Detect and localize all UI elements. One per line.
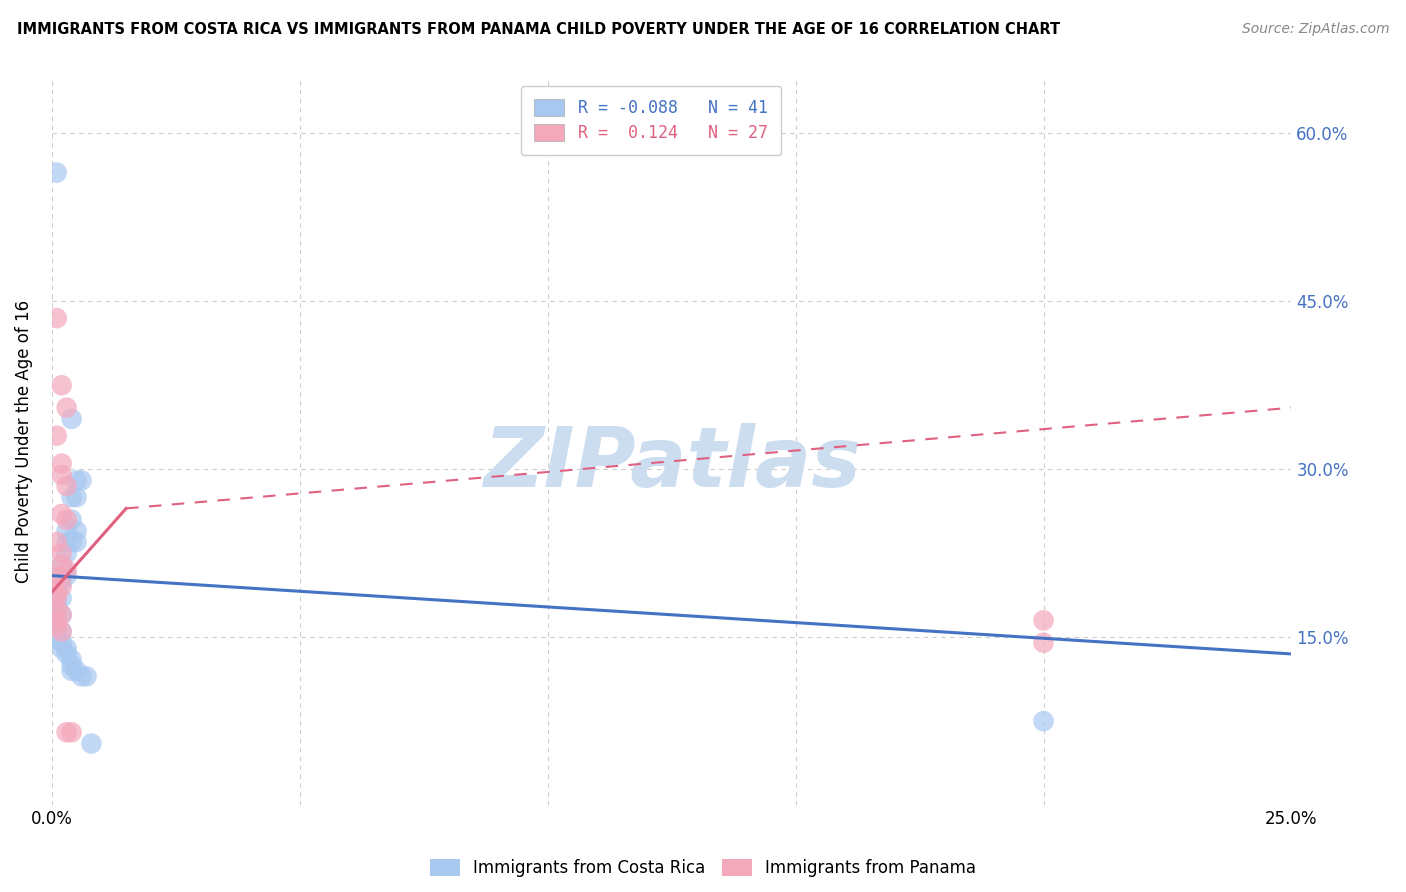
Point [65, 524, 87, 538]
Point [45, 428, 67, 442]
Point [45, 607, 67, 622]
Point [65, 490, 87, 504]
Point [55, 535, 77, 549]
Legend: Immigrants from Costa Rica, Immigrants from Panama: Immigrants from Costa Rica, Immigrants f… [423, 852, 983, 884]
Point [45, 591, 67, 605]
Point [51, 546, 73, 560]
Point [51, 624, 73, 639]
Point [60, 652, 83, 666]
Point [1032, 714, 1054, 728]
Point [80, 737, 103, 751]
Point [55, 647, 77, 661]
Text: ZIPatlas: ZIPatlas [482, 423, 860, 504]
Point [51, 636, 73, 650]
Point [55, 524, 77, 538]
Point [51, 574, 73, 589]
Text: Source: ZipAtlas.com: Source: ZipAtlas.com [1241, 22, 1389, 37]
Legend: R = -0.088   N = 41, R =  0.124   N = 27: R = -0.088 N = 41, R = 0.124 N = 27 [522, 86, 782, 155]
Point [45, 602, 67, 616]
Point [51, 580, 73, 594]
Point [51, 558, 73, 572]
Point [65, 664, 87, 678]
Point [51, 378, 73, 392]
Point [45, 602, 67, 616]
Point [60, 725, 83, 739]
Point [55, 479, 77, 493]
Point [45, 568, 67, 582]
Text: IMMIGRANTS FROM COSTA RICA VS IMMIGRANTS FROM PANAMA CHILD POVERTY UNDER THE AGE: IMMIGRANTS FROM COSTA RICA VS IMMIGRANTS… [17, 22, 1060, 37]
Point [45, 580, 67, 594]
Point [75, 669, 97, 683]
Point [51, 507, 73, 521]
Point [60, 490, 83, 504]
Point [51, 641, 73, 656]
Point [51, 558, 73, 572]
Point [45, 630, 67, 644]
Point [65, 535, 87, 549]
Point [55, 725, 77, 739]
Point [55, 513, 77, 527]
Point [51, 624, 73, 639]
Point [45, 619, 67, 633]
Point [60, 664, 83, 678]
Point [1032, 613, 1054, 627]
Point [60, 513, 83, 527]
Point [51, 607, 73, 622]
Y-axis label: Child Poverty Under the Age of 16: Child Poverty Under the Age of 16 [15, 300, 32, 582]
Point [60, 535, 83, 549]
Point [70, 669, 93, 683]
Point [55, 546, 77, 560]
Point [45, 585, 67, 599]
Point [51, 568, 73, 582]
Point [70, 474, 93, 488]
Point [55, 563, 77, 577]
Point [45, 535, 67, 549]
Point [45, 613, 67, 627]
Point [45, 311, 67, 326]
Point [65, 474, 87, 488]
Point [51, 607, 73, 622]
Point [45, 165, 67, 179]
Point [60, 658, 83, 673]
Point [45, 597, 67, 611]
Point [51, 591, 73, 605]
Point [55, 401, 77, 415]
Point [45, 585, 67, 599]
Point [55, 641, 77, 656]
Point [51, 467, 73, 482]
Point [55, 568, 77, 582]
Point [51, 457, 73, 471]
Point [45, 591, 67, 605]
Point [45, 613, 67, 627]
Point [45, 574, 67, 589]
Point [1032, 636, 1054, 650]
Point [60, 412, 83, 426]
Point [45, 619, 67, 633]
